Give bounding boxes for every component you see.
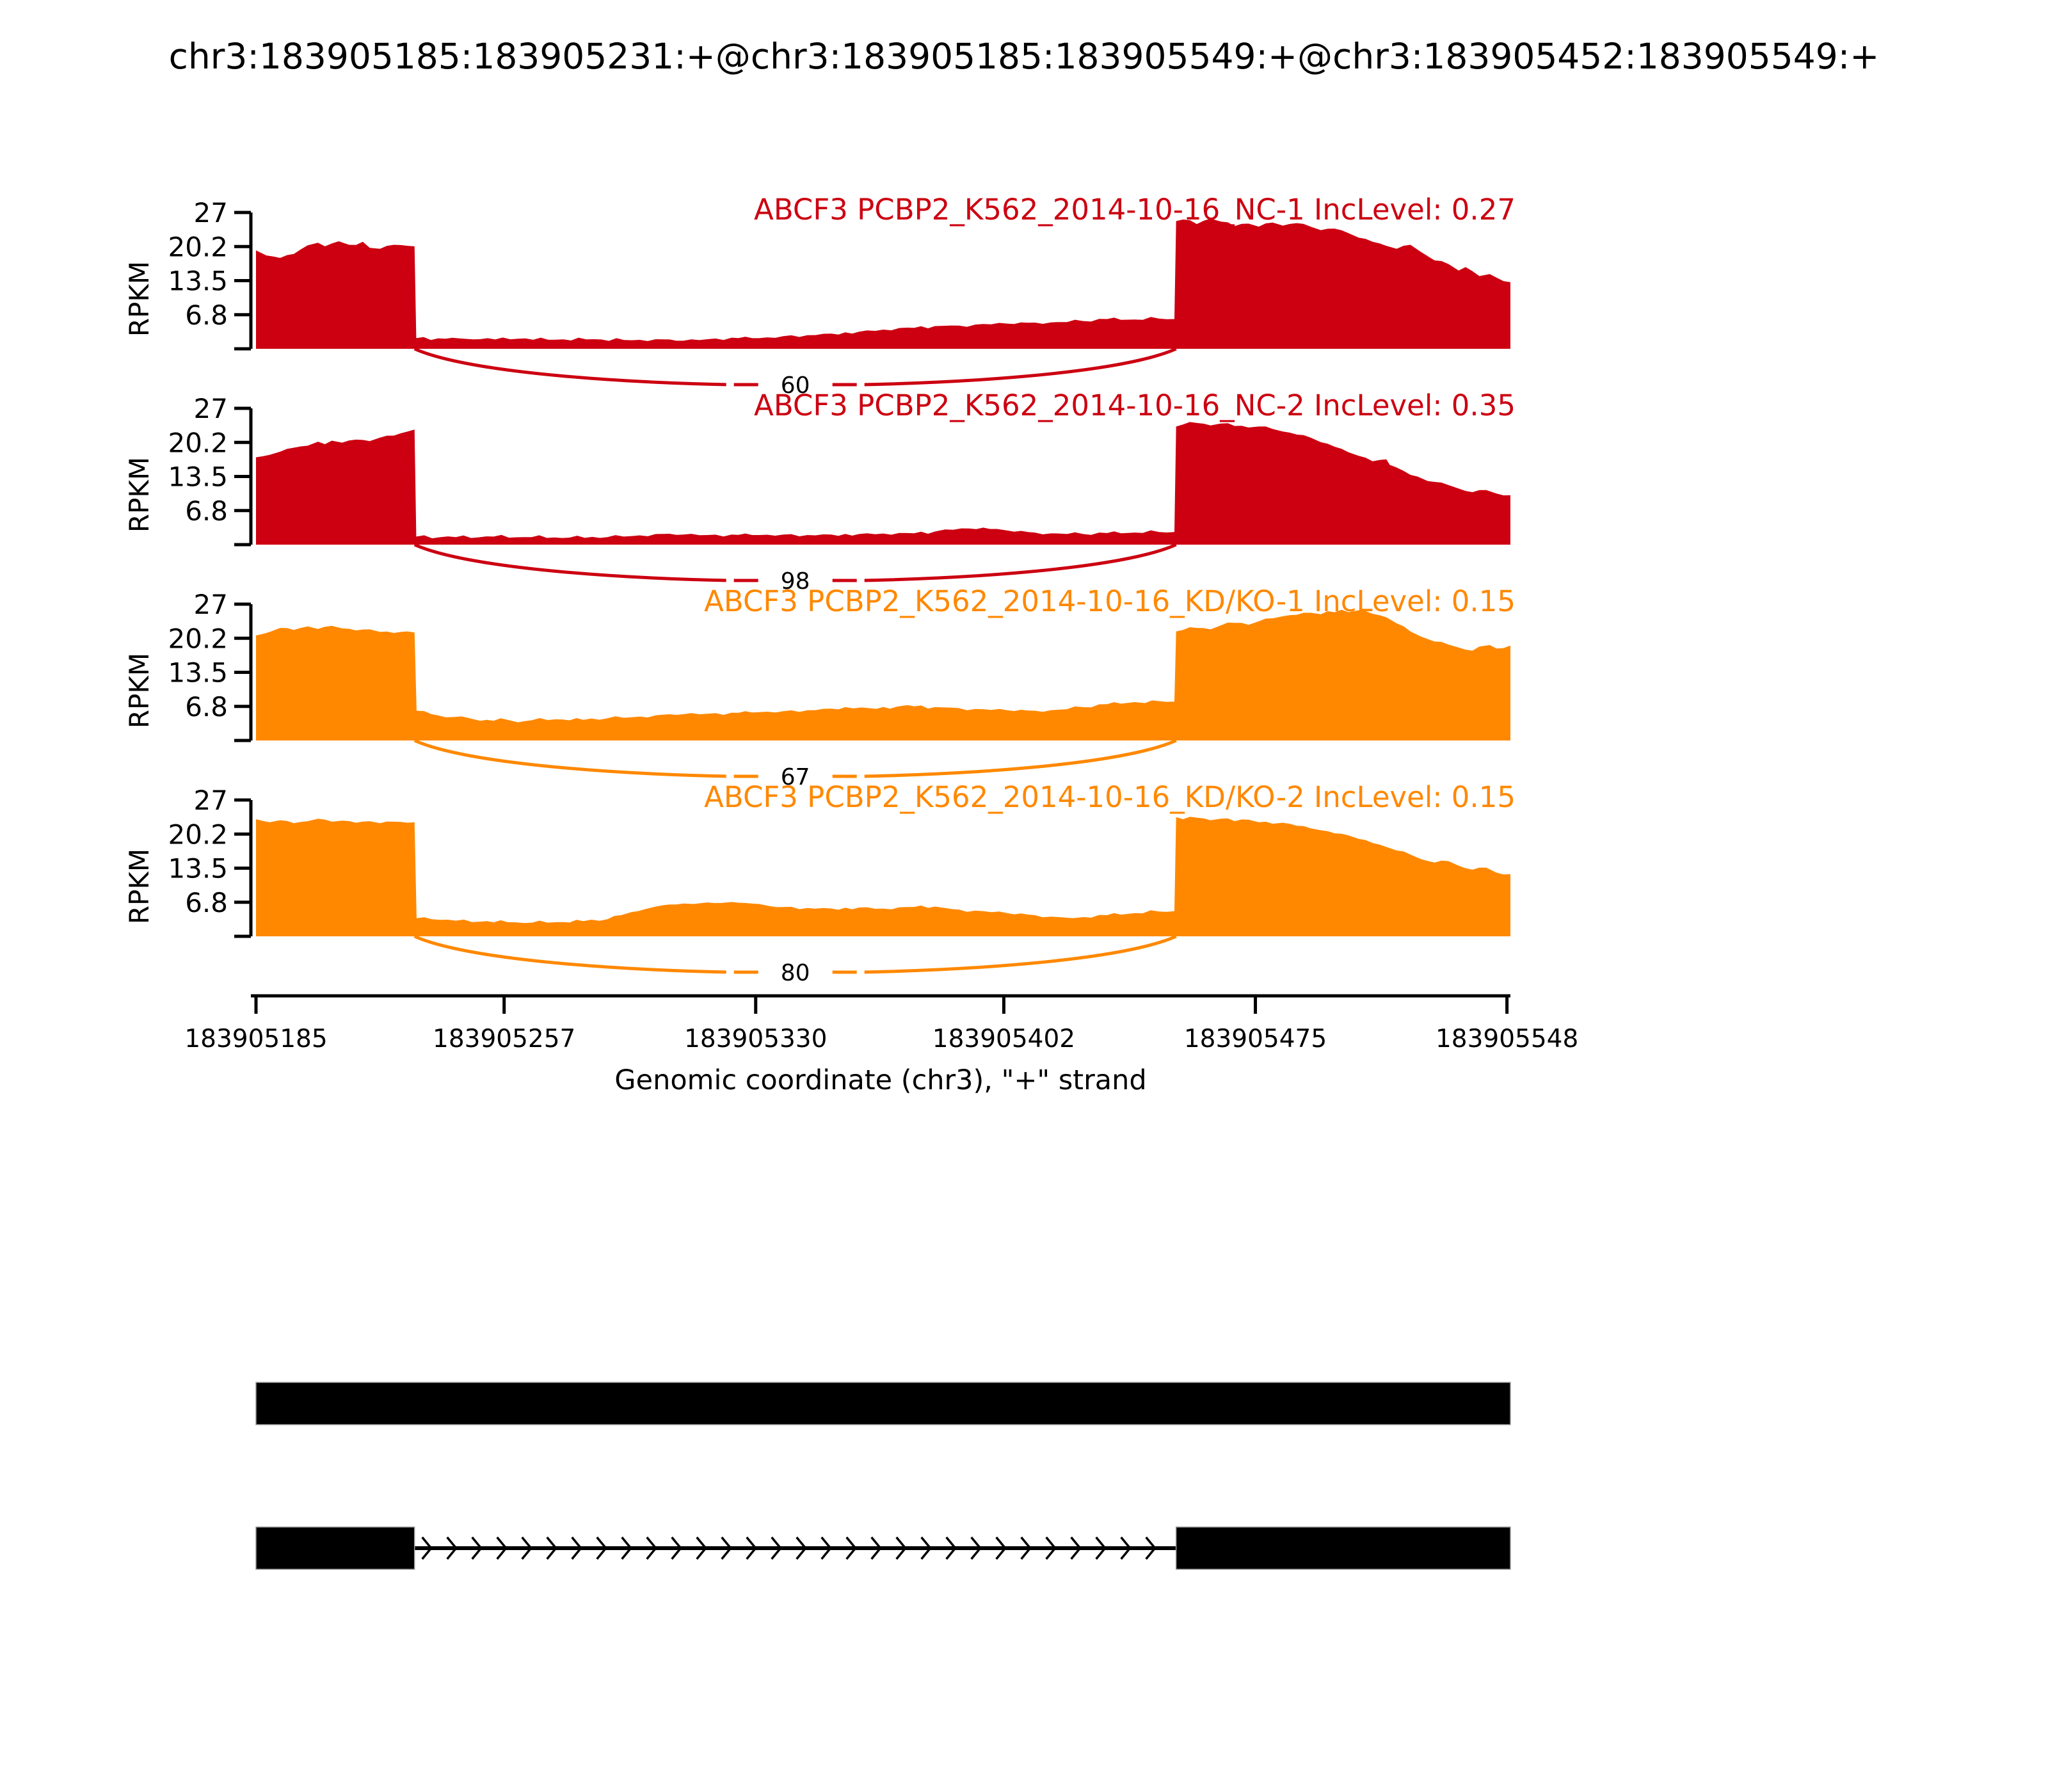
strand-arrow-icon — [970, 1536, 982, 1560]
x-tick-label: 183905475 — [1184, 1025, 1327, 1053]
x-axis: Genomic coordinate (chr3), "+" strand 18… — [184, 994, 1578, 1096]
junction-count: 67 — [781, 764, 810, 790]
y-axis-title: RPKM — [124, 261, 155, 337]
y-tick-label: 13.5 — [168, 657, 228, 689]
y-tick-label: 6.8 — [185, 691, 228, 723]
y-tick-label: 20.2 — [168, 427, 228, 458]
strand-arrow-icon — [845, 1536, 857, 1560]
y-tick-label: 20.2 — [168, 623, 228, 654]
y-axis-title: RPKM — [124, 457, 155, 532]
y-tick-label: 6.8 — [185, 495, 228, 527]
isoform-2 — [255, 1526, 1511, 1570]
strand-arrow-icon — [521, 1536, 532, 1560]
x-tick-label: 183905330 — [684, 1025, 827, 1053]
strand-arrow-icon — [796, 1536, 807, 1560]
track-title: ABCF3 PCBP2_K562_2014-10-16_KD/KO-2 IncL… — [704, 780, 1516, 814]
y-tick-label: 27 — [194, 393, 228, 424]
strand-arrow-icon — [496, 1536, 508, 1560]
track-title: ABCF3 PCBP2_K562_2014-10-16_NC-2 IncLeve… — [754, 388, 1516, 422]
strand-arrow-icon — [870, 1536, 882, 1560]
strand-arrow-icon — [596, 1536, 607, 1560]
exon-box — [255, 1526, 415, 1570]
junction-count: 60 — [781, 372, 810, 399]
strand-arrow-icon — [771, 1536, 782, 1560]
isoform-1 — [255, 1382, 1511, 1425]
exon-box — [1175, 1526, 1511, 1570]
coverage-area — [256, 422, 1510, 545]
strand-arrow-icon — [920, 1536, 932, 1560]
y-tick-label: 13.5 — [168, 853, 228, 884]
coverage-area — [256, 218, 1510, 349]
y-tick-label: 20.2 — [168, 231, 228, 262]
junction-count-bbox — [726, 368, 865, 397]
strand-arrow-icon — [1145, 1536, 1156, 1560]
strand-arrow-icon — [1095, 1536, 1107, 1560]
x-tick-label: 183905548 — [1436, 1025, 1578, 1053]
coverage-area — [256, 609, 1510, 740]
strand-arrow-icon — [820, 1536, 832, 1560]
junction-count: 80 — [781, 960, 810, 986]
y-tick-label: 27 — [194, 197, 228, 228]
strand-arrow-icon — [646, 1536, 657, 1560]
exon-box — [255, 1382, 1511, 1425]
strand-arrow-icon — [995, 1536, 1007, 1560]
y-tick-label: 27 — [194, 785, 228, 816]
strand-arrow-icon — [1070, 1536, 1082, 1560]
track-title: ABCF3 PCBP2_K562_2014-10-16_NC-1 IncLeve… — [754, 193, 1516, 227]
strand-arrow-icon — [471, 1536, 483, 1560]
strand-arrow-icon — [1020, 1536, 1032, 1560]
strand-arrow-icon — [671, 1536, 682, 1560]
x-tick-label: 183905257 — [433, 1025, 575, 1053]
strand-arrow-icon — [721, 1536, 732, 1560]
junction-count-bbox — [726, 564, 865, 593]
track-title: ABCF3 PCBP2_K562_2014-10-16_KD/KO-1 IncL… — [704, 584, 1516, 618]
y-axis-title: RPKM — [124, 653, 155, 728]
y-tick-label: 20.2 — [168, 819, 228, 850]
x-axis-label: Genomic coordinate (chr3), "+" strand — [614, 1064, 1146, 1096]
y-axis-title: RPKM — [124, 849, 155, 924]
x-tick-label: 183905185 — [184, 1025, 327, 1053]
strand-arrow-icon — [571, 1536, 582, 1560]
junction-count: 98 — [781, 568, 810, 595]
y-tick-label: 6.8 — [185, 300, 228, 331]
figure-title: chr3:183905185:183905231:+@chr3:18390518… — [169, 36, 1880, 77]
junction-count-bbox — [726, 956, 865, 985]
coverage-area — [256, 817, 1510, 936]
strand-arrow-icon — [746, 1536, 757, 1560]
strand-arrow-icon — [696, 1536, 707, 1560]
y-tick-label: 13.5 — [168, 461, 228, 493]
strand-arrow-icon — [546, 1536, 557, 1560]
x-tick-label: 183905402 — [932, 1025, 1075, 1053]
strand-arrow-icon — [1045, 1536, 1057, 1560]
gene-structure — [255, 1382, 1511, 1570]
strand-arrow-icon — [945, 1536, 957, 1560]
strand-arrow-icon — [421, 1536, 433, 1560]
y-tick-label: 27 — [194, 589, 228, 620]
strand-arrow-icon — [446, 1536, 458, 1560]
strand-arrow-icon — [1120, 1536, 1132, 1560]
junction-count-bbox — [726, 760, 865, 789]
y-tick-label: 13.5 — [168, 266, 228, 297]
strand-arrow-icon — [895, 1536, 907, 1560]
y-tick-label: 6.8 — [185, 887, 228, 918]
strand-arrow-icon — [621, 1536, 632, 1560]
